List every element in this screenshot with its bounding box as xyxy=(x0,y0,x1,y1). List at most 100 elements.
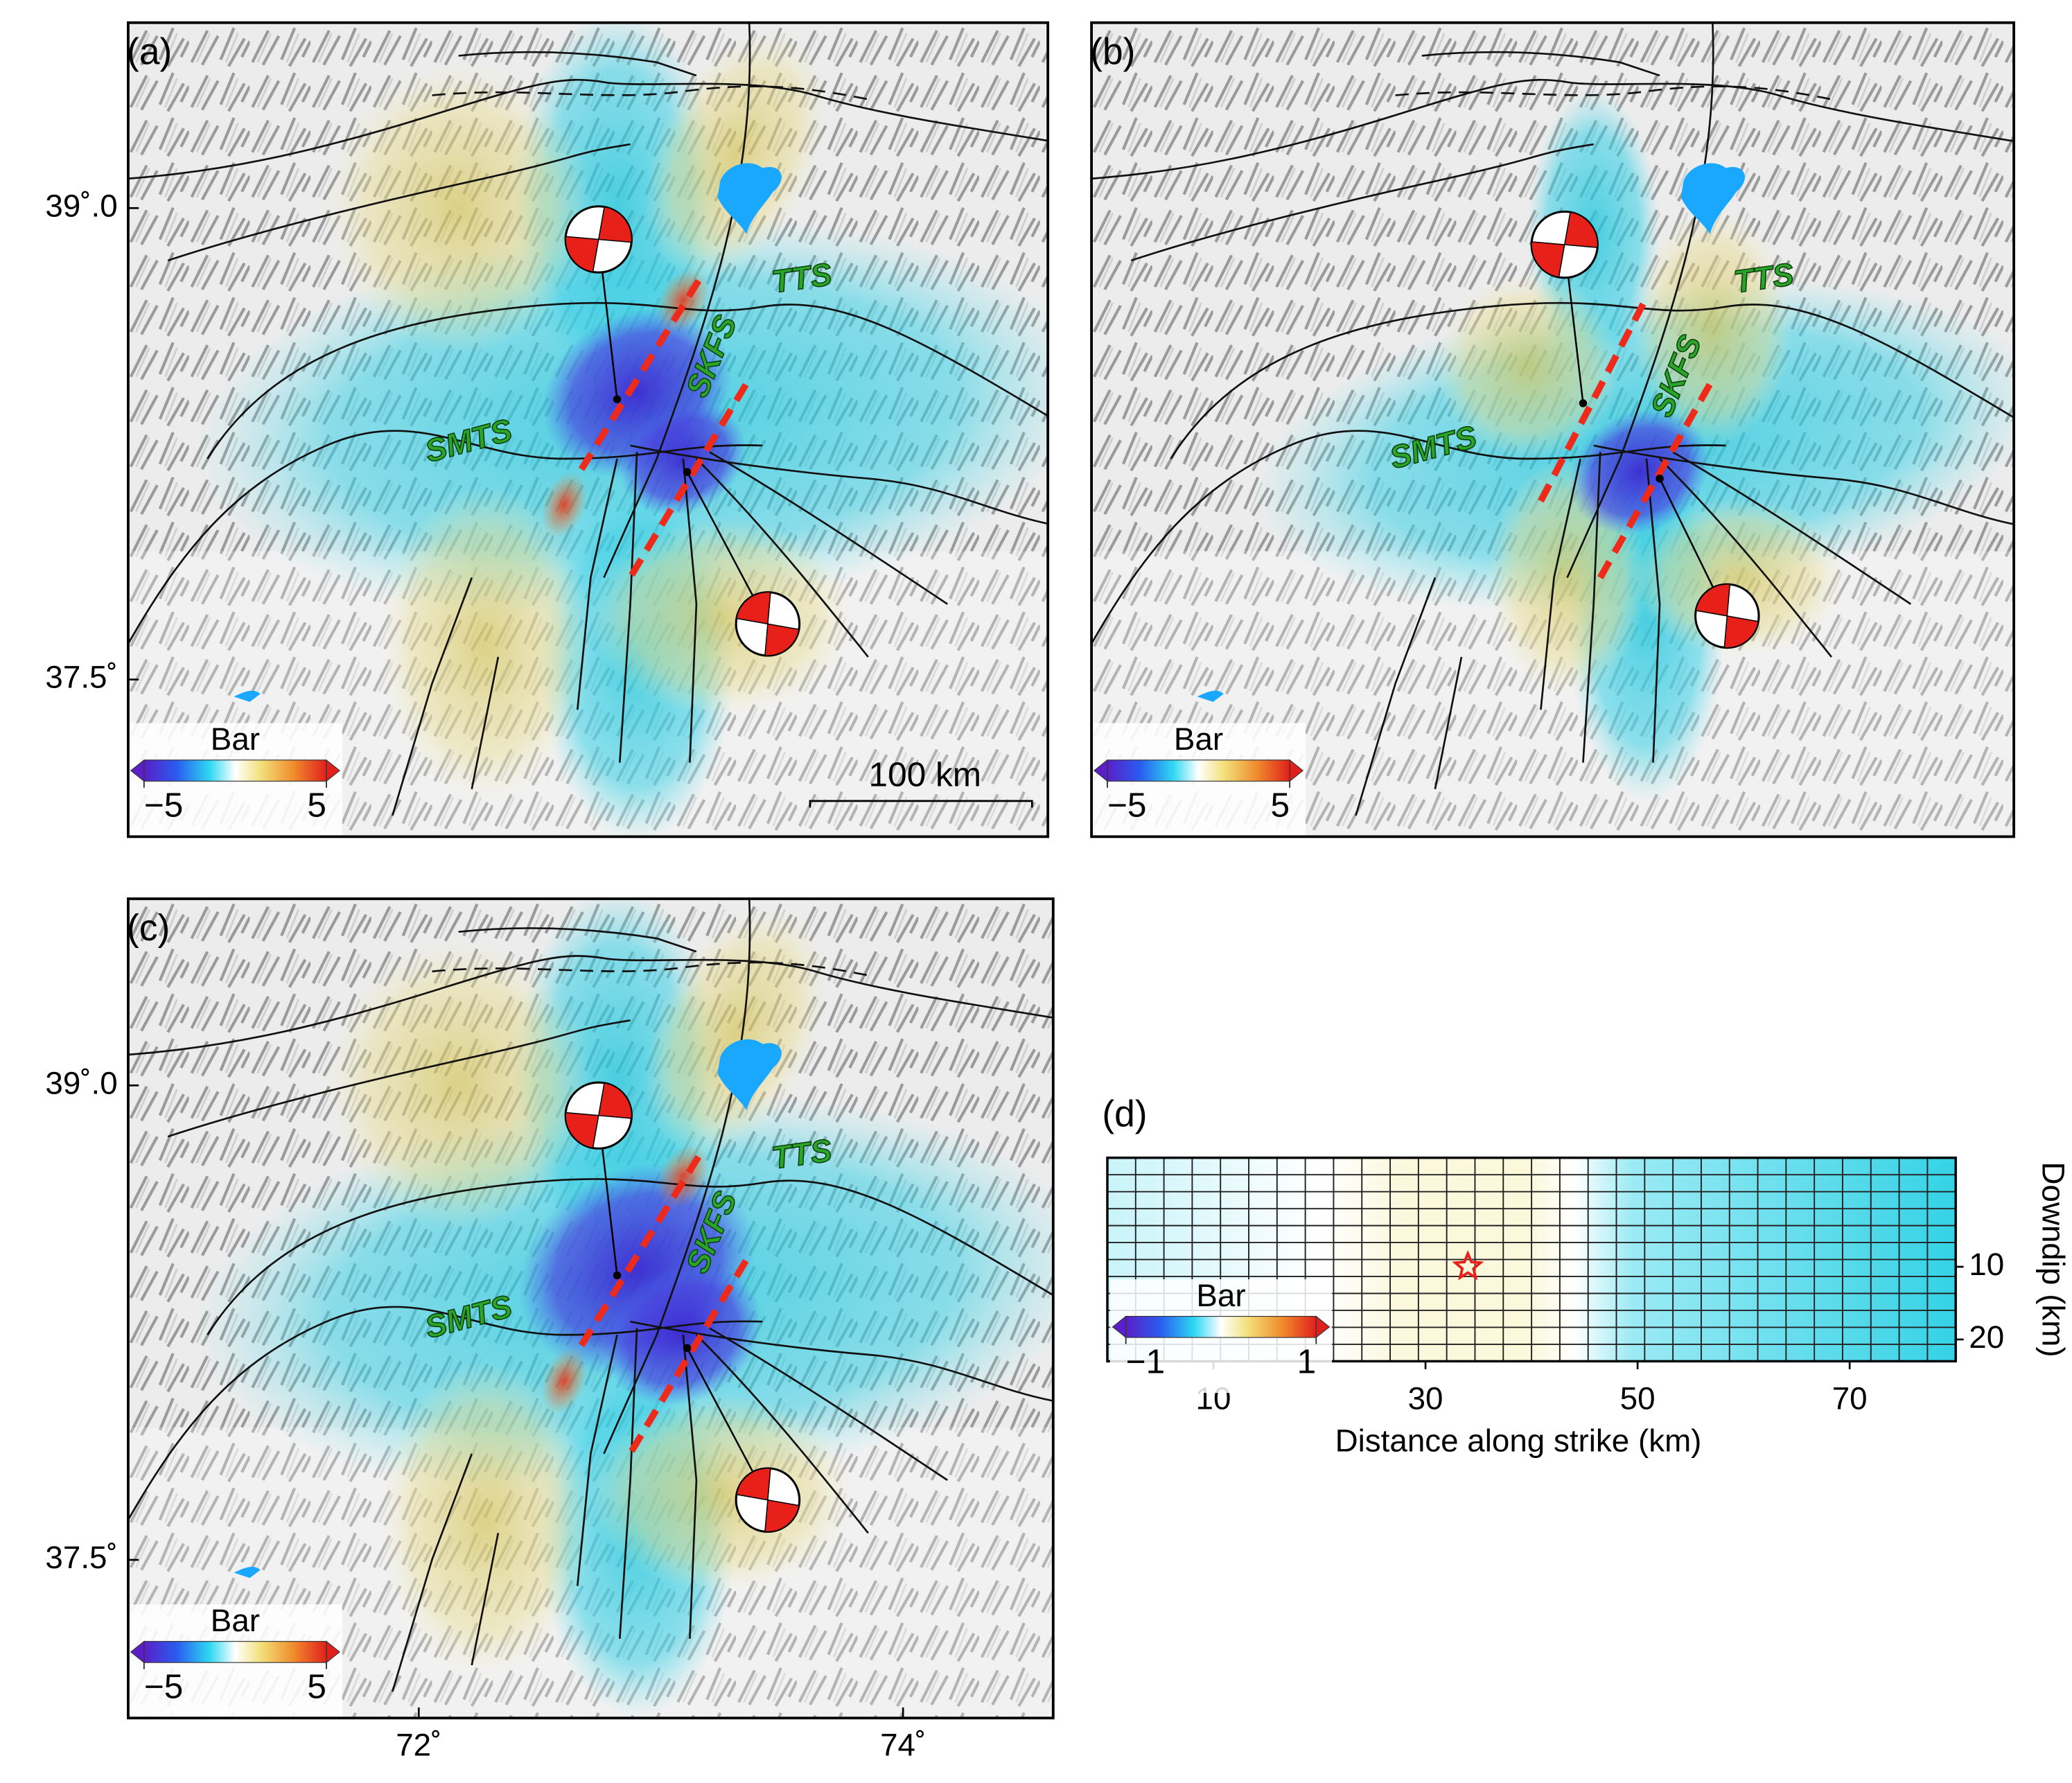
fault-line xyxy=(207,301,1048,459)
beachball-quadrant xyxy=(1563,211,1599,249)
fault-line xyxy=(603,22,751,579)
stress-lobe xyxy=(541,1348,588,1414)
colorbar-arrow xyxy=(326,759,340,782)
lake xyxy=(717,1039,782,1111)
colorbar-title: Bar xyxy=(1174,721,1223,757)
beachball-quadrant xyxy=(735,591,771,625)
colorbar-title: Bar xyxy=(1196,1278,1245,1313)
fault-line xyxy=(695,451,948,658)
x-tick-label: 72˚ xyxy=(396,1727,441,1762)
fault-line xyxy=(167,1019,631,1138)
y-tick-label: 20 xyxy=(1969,1319,2004,1355)
fault-line xyxy=(458,927,697,953)
x-axis-label: Distance along strike (km) xyxy=(1335,1423,1702,1459)
border-line xyxy=(1395,85,1832,100)
map-frame xyxy=(127,21,1050,838)
lake xyxy=(1197,690,1224,702)
fault-line xyxy=(392,1453,500,1692)
lake xyxy=(1680,163,1745,234)
colorbar-tick-label: −5 xyxy=(1107,786,1147,825)
colorbar xyxy=(1125,1315,1317,1338)
fault-line xyxy=(576,452,698,763)
colorbar-tick-label: 5 xyxy=(307,786,326,825)
colorbar-arrow xyxy=(1112,1315,1127,1339)
beachball-quadrant xyxy=(565,236,599,273)
fault-line xyxy=(1130,143,1594,262)
stress-lobe xyxy=(1633,498,1845,658)
fault-line xyxy=(1355,577,1463,816)
stress-lobe xyxy=(644,906,827,1156)
fault-line xyxy=(1540,452,1661,763)
colorbar-arrow xyxy=(130,1640,145,1664)
beachball xyxy=(735,1467,801,1533)
beachball-quadrant xyxy=(597,206,633,243)
scale-bar-label: 100 km xyxy=(869,755,982,794)
fault-line xyxy=(1091,78,2014,180)
stress-lobe xyxy=(379,485,591,802)
beachball xyxy=(564,1081,633,1150)
fault-system-label: TTS xyxy=(1732,256,1796,300)
beachball xyxy=(1530,210,1599,279)
fault-line xyxy=(1593,444,2014,525)
rupture-trace xyxy=(578,276,703,471)
colorbar-title: Bar xyxy=(211,721,260,757)
fault-line xyxy=(207,1178,1053,1335)
beachball-quadrant xyxy=(597,1082,633,1119)
fault-line xyxy=(630,444,1048,525)
y-tick-label: 39˚.0 xyxy=(45,1065,117,1100)
fault-line xyxy=(128,955,1053,1056)
stress-lobe xyxy=(326,938,591,1229)
plot-frame xyxy=(1106,1157,1957,1363)
epicenter xyxy=(1579,399,1588,407)
stress-lobe xyxy=(590,1394,855,1593)
fault-line xyxy=(1421,51,1660,77)
rupture-trace xyxy=(578,1152,703,1348)
colorbar-arrow xyxy=(1289,759,1304,782)
colorbar-tick-label: 1 xyxy=(1297,1342,1317,1380)
colorbar-arrow xyxy=(1315,1315,1331,1339)
colorbar-arrow xyxy=(326,1640,340,1664)
y-axis-label: Downdip (km) xyxy=(2035,1161,2071,1357)
stress-lobe xyxy=(590,518,855,717)
epicenter xyxy=(683,468,692,476)
beachball xyxy=(564,205,633,274)
panel-label: (a) xyxy=(127,32,172,73)
fault-line xyxy=(458,51,697,77)
fault-line xyxy=(576,1328,698,1639)
beachball-quadrant xyxy=(1695,583,1731,617)
panel-label: (c) xyxy=(127,908,170,949)
beachball-quadrant xyxy=(565,1112,599,1149)
fault-line xyxy=(695,1327,948,1534)
x-tick-label: 74˚ xyxy=(880,1727,926,1762)
map-frame xyxy=(1090,21,2016,838)
rupture-trace xyxy=(1538,296,1650,503)
x-tick-label: 70 xyxy=(1832,1381,1868,1416)
fault-line xyxy=(167,143,631,262)
colorbar xyxy=(1107,759,1290,782)
beachball-quadrant xyxy=(1723,615,1759,649)
colorbar-tick-label: −5 xyxy=(144,786,184,825)
lake xyxy=(234,690,261,702)
stress-lobe xyxy=(326,62,591,353)
x-tick-label: 50 xyxy=(1620,1381,1656,1416)
fault-line xyxy=(1659,451,1912,658)
lake xyxy=(717,163,782,234)
scale-bar xyxy=(809,800,1033,808)
border-line xyxy=(432,961,869,976)
beachball xyxy=(1694,583,1760,649)
beachball xyxy=(735,591,801,657)
beachball-quadrant xyxy=(735,1468,771,1501)
epicenter xyxy=(1656,474,1664,483)
fault-line xyxy=(392,577,500,816)
colorbar-tick-label: 5 xyxy=(307,1667,326,1705)
colorbar xyxy=(143,759,327,782)
rupture-trace xyxy=(1597,378,1716,579)
beachball-quadrant xyxy=(764,1499,800,1533)
fault-line xyxy=(630,1320,1053,1402)
